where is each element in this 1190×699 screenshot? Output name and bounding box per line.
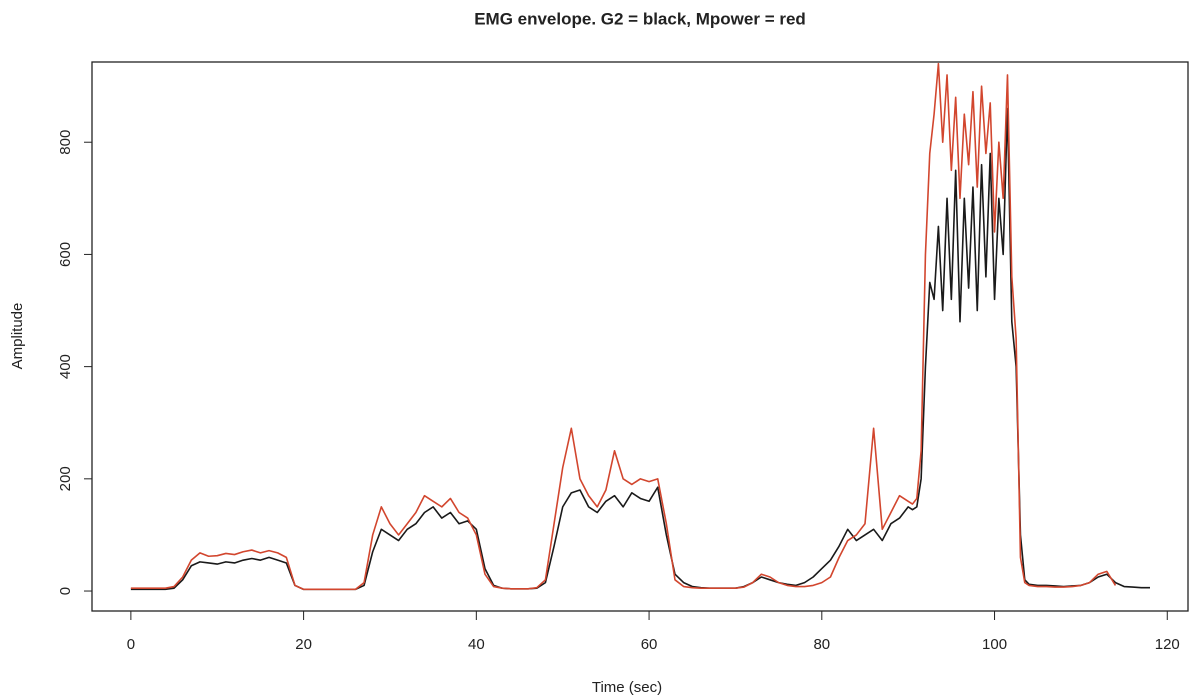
y-tick-label: 800 <box>57 130 74 155</box>
y-tick-label: 600 <box>57 242 74 267</box>
chart-title: EMG envelope. G2 = black, Mpower = red <box>474 9 806 28</box>
x-tick-label: 80 <box>813 636 830 653</box>
x-tick-label: 0 <box>127 636 135 653</box>
plot-frame <box>91 61 1189 612</box>
x-tick-label: 100 <box>982 636 1007 653</box>
x-axis-label: Time (sec) <box>592 679 662 696</box>
y-tick-label: 0 <box>57 587 74 595</box>
x-tick-label: 20 <box>295 636 312 653</box>
x-tick-label: 60 <box>641 636 658 653</box>
x-tick-label: 40 <box>468 636 485 653</box>
data-line <box>130 62 1117 591</box>
y-tick-label: 400 <box>57 354 74 379</box>
y-tick-label: 200 <box>57 466 74 491</box>
x-tick-label: 120 <box>1155 636 1180 653</box>
y-axis-label: Amplitude <box>9 303 26 370</box>
